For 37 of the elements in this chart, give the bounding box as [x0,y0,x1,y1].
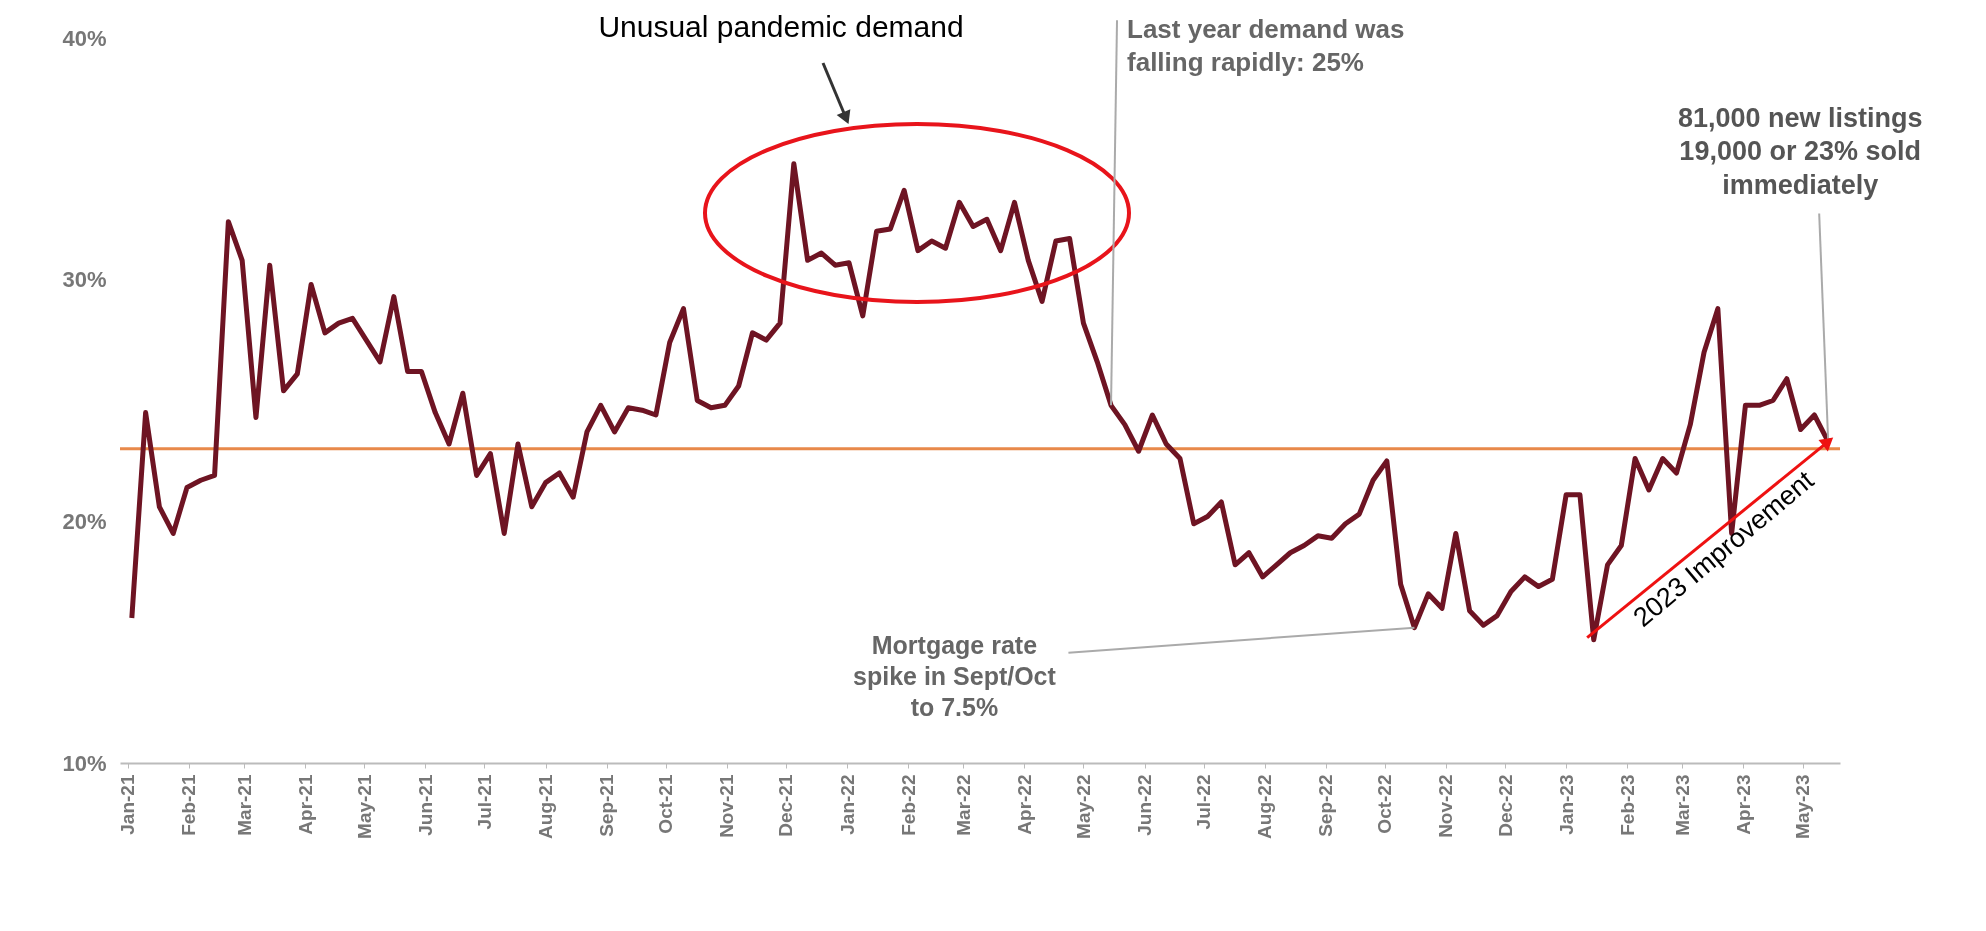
x-tick-label: Jun-21 [414,774,436,836]
x-tick-label: Nov-22 [1435,774,1457,838]
x-tick-label: Oct-21 [655,774,677,834]
x-tick-label: Jul-22 [1193,774,1215,830]
x-tick-label: Oct-22 [1374,774,1396,834]
x-tick-label: Aug-21 [535,774,557,839]
annotation: Mortgage rate spike in Sept/Oct to 7.5% [853,630,1057,722]
x-tick-label: Jul-21 [473,774,495,830]
x-tick-label: May-23 [1792,774,1814,839]
annotation: Last year demand was falling rapidly: 25% [1127,14,1405,77]
x-tick-label: Dec-22 [1494,774,1516,837]
x-tick-label: Aug-22 [1254,774,1276,839]
x-tick-label: May-22 [1072,774,1094,839]
x-tick-label: Feb-21 [178,774,200,836]
x-tick-label: Jan-23 [1555,774,1577,835]
x-tick-label: Jan-21 [117,774,139,835]
x-tick-label: Apr-21 [294,774,316,835]
x-tick-label: Mar-23 [1671,774,1693,836]
y-tick-label: 30% [62,267,107,293]
x-tick-label: Jan-22 [836,774,858,835]
annotation: Unusual pandemic demand [598,10,964,43]
y-tick-label: 20% [62,508,107,534]
x-tick-label: Feb-22 [897,774,919,836]
x-tick-label: Apr-23 [1732,774,1754,835]
x-tick-label: Nov-21 [716,774,738,838]
x-tick-label: Mar-22 [952,774,974,836]
x-tick-label: Feb-23 [1616,774,1638,836]
x-tick-label: Sep-22 [1315,774,1337,837]
x-tick-label: Mar-21 [233,774,255,836]
x-tick-label: Jun-22 [1134,774,1156,836]
x-tick-label: May-21 [353,774,375,839]
x-tick-label: Sep-21 [596,774,618,837]
x-tick-label: Dec-21 [775,774,797,837]
y-tick-label: 40% [62,25,107,51]
y-tick-label: 10% [62,750,107,776]
x-tick-label: Apr-22 [1013,774,1035,835]
annotation: 81,000 new listings 19,000 or 23% sold immediately [1677,102,1923,201]
